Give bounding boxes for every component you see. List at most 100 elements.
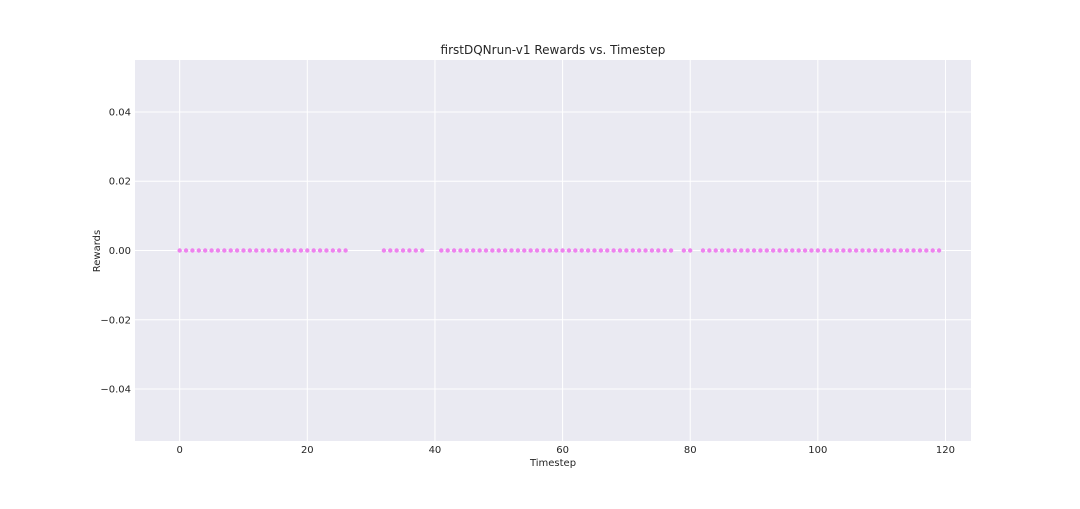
data-point <box>445 248 450 253</box>
data-point <box>834 248 840 253</box>
data-point <box>502 248 508 253</box>
data-point <box>585 248 591 253</box>
data-point <box>311 248 316 253</box>
data-point <box>822 248 827 253</box>
data-point <box>381 248 387 253</box>
x-tick-label: 60 <box>556 445 569 456</box>
data-point <box>324 248 329 253</box>
x-tick-label: 100 <box>808 445 827 456</box>
data-point <box>924 248 929 253</box>
ticks-layer: 0 20 40 60 80 100 120 −0.04 −0.02 0.00 0.02 0.04 <box>100 107 955 456</box>
data-point <box>649 248 655 253</box>
data-point <box>847 248 852 253</box>
data-point <box>553 248 559 253</box>
data-point <box>605 248 610 253</box>
data-point <box>388 248 393 253</box>
data-point <box>853 248 859 253</box>
data-point <box>254 248 259 253</box>
data-point <box>726 248 731 253</box>
data-point <box>439 248 444 253</box>
data-point <box>209 248 214 253</box>
data-point <box>234 248 240 253</box>
x-tick-label: 40 <box>429 445 442 456</box>
data-point <box>681 248 687 253</box>
data-point <box>732 248 738 253</box>
x-tick-label: 120 <box>936 445 955 456</box>
data-point <box>451 248 457 253</box>
data-point <box>777 248 782 253</box>
data-point <box>509 248 514 253</box>
data-point <box>560 248 565 253</box>
data-point <box>266 248 272 253</box>
data-point <box>190 248 195 253</box>
data-point <box>566 248 572 253</box>
data-point <box>707 248 712 253</box>
x-tick-label: 20 <box>301 445 314 456</box>
data-point <box>598 248 604 253</box>
data-point <box>496 248 501 253</box>
data-point <box>528 248 533 253</box>
data-point <box>662 248 667 253</box>
data-point <box>700 248 706 253</box>
data-point <box>770 248 776 253</box>
data-point <box>911 248 916 253</box>
data-point <box>394 248 399 253</box>
data-point <box>713 248 718 253</box>
data-point <box>936 248 942 253</box>
data-point <box>892 248 897 253</box>
data-point <box>458 248 463 253</box>
data-point <box>305 248 310 253</box>
data-point <box>522 248 527 253</box>
data-point <box>534 248 540 253</box>
data-point <box>273 248 278 253</box>
data-point <box>751 248 757 253</box>
data-point <box>930 248 935 253</box>
data-point <box>815 248 821 253</box>
data-point <box>611 248 616 253</box>
chart-title: firstDQNrun-v1 Rewards vs. Timestep <box>441 43 666 57</box>
data-point <box>783 248 789 253</box>
data-point <box>464 248 470 253</box>
data-point <box>215 248 221 253</box>
data-point <box>413 248 418 253</box>
data-point <box>298 248 304 253</box>
data-point <box>573 248 578 253</box>
data-point <box>866 248 872 253</box>
data-point <box>177 248 182 253</box>
data-point <box>790 248 795 253</box>
data-point <box>343 248 348 253</box>
data-point <box>317 248 323 253</box>
data-point <box>796 248 801 253</box>
y-tick-label: −0.04 <box>100 385 131 396</box>
data-point <box>247 248 253 253</box>
data-point <box>917 248 923 253</box>
x-axis-label: Timestep <box>529 458 576 469</box>
data-point <box>222 248 227 253</box>
data-point <box>419 248 425 253</box>
data-point <box>643 248 648 253</box>
data-point <box>515 248 521 253</box>
data-point <box>292 248 297 253</box>
data-point <box>330 248 336 253</box>
y-axis-label: Rewards <box>92 230 103 272</box>
data-point <box>904 248 910 253</box>
x-tick-label: 80 <box>684 445 697 456</box>
data-point <box>547 248 553 253</box>
data-point <box>764 248 769 253</box>
data-point <box>688 248 693 253</box>
data-point <box>260 248 265 253</box>
y-tick-label: 0.02 <box>109 177 131 188</box>
data-point <box>477 248 482 253</box>
data-point <box>228 248 233 253</box>
data-point <box>400 248 406 253</box>
data-point <box>841 248 846 253</box>
data-point <box>541 248 546 253</box>
data-point <box>241 248 246 253</box>
data-point <box>758 248 763 253</box>
data-point <box>879 248 884 253</box>
data-point <box>719 248 725 253</box>
data-point <box>630 248 635 253</box>
data-point <box>592 248 597 253</box>
data-point <box>809 248 814 253</box>
data-point <box>617 248 623 253</box>
